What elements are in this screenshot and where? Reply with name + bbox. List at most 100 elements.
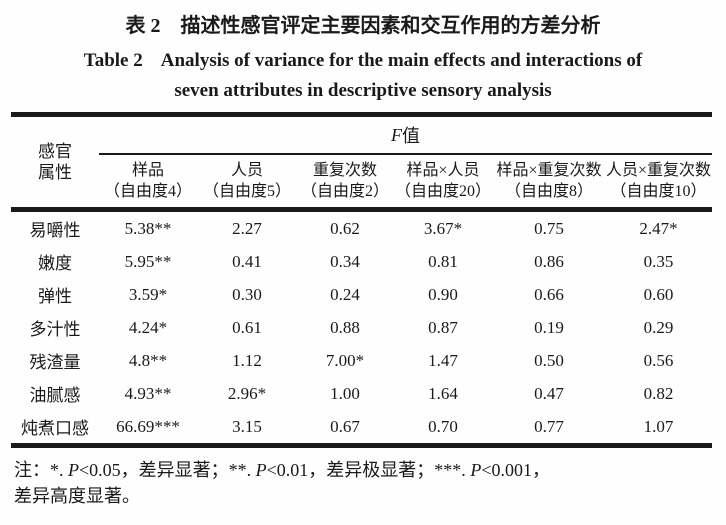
f-value-cell: 0.88 [330, 317, 360, 337]
f-value-cell: 0.77 [534, 416, 564, 436]
table-caption-en-line1: Table 2 Analysis of variance for the main… [0, 46, 726, 76]
column-name: 样品×重复次数 [496, 162, 602, 179]
column-df: （自由度8） [504, 183, 593, 200]
f-value-cell: 0.34 [330, 251, 360, 271]
table-row-springiness: 弹性 3.59* 0.30 0.24 0.90 0.66 0.60 [11, 278, 712, 311]
f-value-cell: 0.81 [428, 251, 458, 271]
sub-column-headers: 样品 （自由度4） 人员 （自由度5） 重复次数 （自由度2） 样品×人员 （自… [99, 155, 712, 207]
column-df: （自由度5） [202, 183, 291, 200]
column-name: 样品×人员 [406, 162, 480, 179]
f-value-cell: 0.66 [534, 284, 564, 304]
row-attribute-label: 嫩度 [38, 254, 72, 273]
table-row-juiciness: 多汁性 4.24* 0.61 0.88 0.87 0.19 0.29 [11, 311, 712, 344]
f-value-cell: 0.67 [330, 416, 360, 436]
table-row-residue: 残渣量 4.8** 1.12 7.00* 1.47 0.50 0.56 [11, 344, 712, 377]
footnote-line1: 注：*. P<0.05，差异显著；**. P<0.01，差异极显著；***. P… [14, 457, 716, 483]
column-name: 人员 [230, 162, 263, 179]
row-attribute-label: 残渣量 [29, 353, 81, 372]
table-header-rule [11, 207, 712, 212]
column-df: （自由度10） [610, 183, 707, 200]
f-value-cell: 0.29 [643, 317, 674, 337]
f-value-cell: 1.12 [232, 350, 262, 370]
f-value-cell: 0.35 [643, 251, 674, 271]
table-top-rule [11, 112, 712, 117]
stub-header-line1: 感官 [38, 142, 72, 161]
f-value-cell: 4.24* [128, 317, 168, 337]
table-caption-zh-label: 表 2 [125, 15, 161, 37]
table-caption-en-line2: seven attributes in descriptive sensory … [0, 76, 726, 106]
table-row-stewed-mouthfeel: 炖煮口感 66.69*** 3.15 0.67 0.70 0.77 1.07 [11, 410, 712, 443]
f-value-cell: 0.86 [534, 251, 564, 271]
f-value-cell: 3.59* [128, 284, 168, 304]
f-value-cell: 0.75 [534, 218, 564, 238]
f-value-cell: 1.00 [330, 383, 360, 403]
table-caption-en-title-line1: Analysis of variance for the main effect… [160, 50, 643, 71]
f-value-cell: 1.47 [428, 350, 458, 370]
f-value-cell: 2.47* [639, 218, 678, 238]
table-row-tenderness: 嫩度 5.95** 0.41 0.34 0.81 0.86 0.35 [11, 245, 712, 278]
f-value-cell: 5.38** [124, 218, 172, 238]
table-caption-zh: 表 2 描述性感官评定主要因素和交互作用的方差分析 [0, 12, 726, 40]
column-name: 重复次数 [312, 162, 377, 179]
f-value-cell: 0.87 [428, 317, 458, 337]
row-attribute-label: 油腻感 [29, 386, 81, 405]
column-name: 人员×重复次数 [605, 162, 712, 179]
column-header-sample-x-replication: 样品×重复次数 （自由度8） [493, 155, 605, 207]
f-value-cell: 0.41 [232, 251, 262, 271]
table-bottom-rule [11, 443, 712, 448]
stub-header-line2: 属性 [38, 163, 72, 182]
f-value-cell: 0.70 [428, 416, 458, 436]
f-value-cell: 0.19 [534, 317, 564, 337]
column-header-sample-x-panelist: 样品×人员 （自由度20） [393, 155, 493, 207]
footnote-text: <0.01，差异极显著；***. [266, 460, 471, 480]
f-value-cell: 0.90 [428, 284, 458, 304]
table-row-chewiness: 易嚼性 5.38** 2.27 0.62 3.67* 0.75 2.47* [11, 212, 712, 245]
f-value-cell: 0.82 [643, 383, 674, 403]
f-value-cell: 5.95** [124, 251, 172, 271]
column-header-panelist: 人员 （自由度5） [197, 155, 297, 207]
f-value-cell: 4.8** [128, 350, 168, 370]
column-header-sensory-attribute: 感官 属性 [11, 117, 99, 207]
table-caption-en-title-line2: seven attributes in descriptive sensory … [174, 80, 552, 101]
f-value-cell: 0.60 [643, 284, 674, 304]
f-value-cell: 3.15 [232, 416, 262, 436]
f-value-cell: 0.47 [534, 383, 564, 403]
f-value-cell: 3.67* [423, 218, 463, 238]
column-header-panelist-x-replication: 人员×重复次数 （自由度10） [605, 155, 712, 207]
footnote-text: 注：*. [14, 460, 68, 480]
column-df: （自由度2） [300, 183, 389, 200]
footnote-text: <0.05，差异显著；**. [79, 460, 256, 480]
f-group-underline-rule [99, 153, 712, 155]
column-header-replication: 重复次数 （自由度2） [297, 155, 393, 207]
f-value-cell: 0.61 [232, 317, 262, 337]
footnote-text: <0.001， [481, 460, 550, 480]
row-attribute-label: 弹性 [38, 287, 72, 306]
f-value-cell: 0.62 [330, 218, 360, 238]
table-body: 易嚼性 5.38** 2.27 0.62 3.67* 0.75 2.47* 嫩度… [11, 212, 712, 443]
f-value-cell: 1.07 [643, 416, 674, 436]
table-row-greasiness: 油腻感 4.93** 2.96* 1.00 1.64 0.47 0.82 [11, 377, 712, 410]
f-value-cell: 0.30 [232, 284, 262, 304]
f-value-cell: 1.64 [428, 383, 458, 403]
f-value-cell: 66.69*** [116, 416, 180, 436]
table-caption-zh-title: 描述性感官评定主要因素和交互作用的方差分析 [180, 15, 601, 37]
footnote-p-symbol: P [470, 460, 482, 480]
table-footnote: 注：*. P<0.05，差异显著；**. P<0.01，差异极显著；***. P… [14, 457, 716, 509]
footnote-line2: 差异高度显著。 [14, 486, 140, 506]
table-caption-en-label: Table 2 [83, 50, 143, 71]
f-value-cell: 0.56 [643, 350, 674, 370]
row-attribute-label: 多汁性 [29, 320, 81, 339]
f-value-cell: 2.96* [227, 383, 267, 403]
f-value-cell: 4.93** [124, 383, 172, 403]
column-df: （自由度4） [103, 183, 192, 200]
column-df: （自由度20） [394, 183, 491, 200]
column-name: 样品 [131, 162, 164, 179]
footnote-p-symbol: P [255, 460, 267, 480]
f-value-cell: 7.00* [325, 350, 365, 370]
f-value-cell: 0.50 [534, 350, 564, 370]
